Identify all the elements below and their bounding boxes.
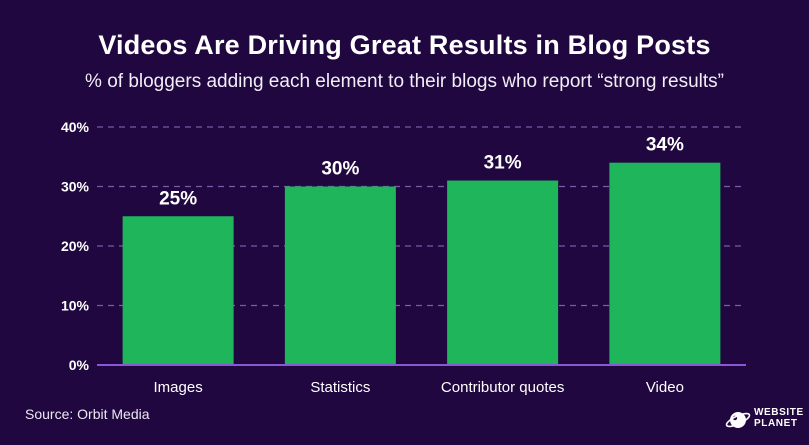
data-label: 31% — [484, 153, 522, 174]
source-note: Source: Orbit Media — [25, 406, 150, 422]
logo-line2: PLANET — [754, 418, 798, 429]
y-tick-label: 20% — [61, 238, 90, 254]
website-planet-logo: WEBSITE PLANET — [725, 405, 803, 435]
planet-icon — [725, 412, 751, 428]
x-tick-label: Contributor quotes — [441, 379, 564, 396]
chart-title: Videos Are Driving Great Results in Blog… — [98, 30, 711, 60]
bar — [122, 216, 234, 365]
data-label: 30% — [321, 159, 359, 180]
x-tick-label: Statistics — [310, 379, 370, 396]
data-label: 34% — [646, 135, 684, 156]
data-label: 25% — [159, 188, 197, 209]
x-tick-label: Video — [646, 379, 684, 396]
bar — [447, 180, 559, 365]
y-tick-label: 40% — [61, 119, 90, 135]
bar — [284, 186, 396, 365]
y-tick-label: 30% — [61, 179, 90, 195]
bar — [609, 162, 721, 365]
x-tick-label: Images — [154, 379, 203, 396]
y-tick-label: 0% — [69, 357, 90, 373]
chart-subtitle: % of bloggers adding each element to the… — [85, 71, 724, 92]
logo-line1: WEBSITE — [754, 407, 804, 418]
y-tick-label: 10% — [61, 298, 90, 314]
